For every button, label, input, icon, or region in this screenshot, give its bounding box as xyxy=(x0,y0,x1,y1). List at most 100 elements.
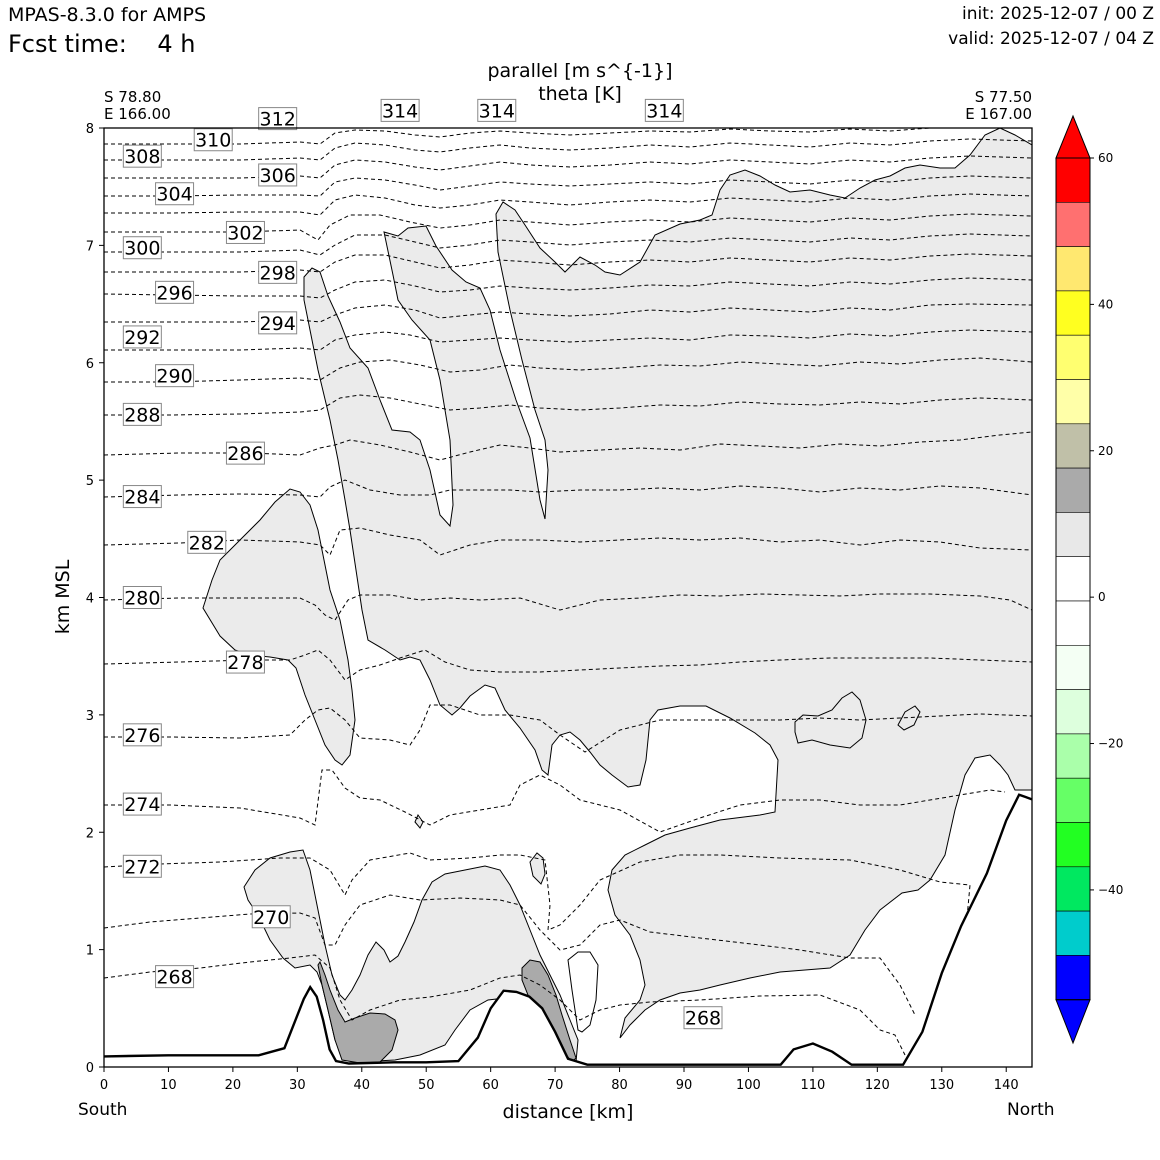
theta-label-box xyxy=(155,182,195,206)
colorbar-segment xyxy=(1055,910,1091,956)
theta-label-text: 298 xyxy=(260,262,296,284)
y-axis: 0 1 2 3 4 5 6 7 8 xyxy=(86,122,104,1076)
theta-label-text: 286 xyxy=(227,443,263,465)
theta-label-text: 304 xyxy=(156,184,192,206)
theta-label-text: 314 xyxy=(479,100,515,122)
x-tick-label: 0 xyxy=(100,1078,108,1093)
theta-280 xyxy=(104,593,1032,621)
theta-label-box xyxy=(683,1006,723,1030)
y-tick-label: 6 xyxy=(86,357,94,372)
theta-label-text: 270 xyxy=(253,907,289,929)
x-tick-label: 20 xyxy=(225,1078,242,1093)
theta-label: 278 xyxy=(225,650,265,674)
theta-label: 290 xyxy=(155,364,195,388)
theta-label-box xyxy=(258,260,298,284)
theta-label: 314 xyxy=(380,98,420,122)
x-tick-label: 100 xyxy=(736,1078,761,1093)
colorbar-segment xyxy=(1055,512,1091,558)
north-label: North xyxy=(1007,1100,1055,1120)
x-tick-label: 120 xyxy=(865,1078,890,1093)
shaded-region-left xyxy=(202,488,356,766)
theta-288 xyxy=(104,394,1032,416)
colorbar-segment xyxy=(1055,777,1091,823)
colorbar-segment xyxy=(1055,334,1091,380)
theta-label-box xyxy=(155,364,195,388)
theta-label-box xyxy=(258,163,298,187)
colorbar-segment xyxy=(1055,866,1091,912)
theta-284 xyxy=(104,479,1032,498)
colorbar-segment xyxy=(1055,556,1091,602)
theta-label: 296 xyxy=(155,280,195,304)
theta-label-text: 306 xyxy=(260,165,296,187)
theta-label-box xyxy=(258,311,298,335)
theta-contours xyxy=(104,128,1032,1056)
chart-title-line1: parallel [m s^{-1}] xyxy=(487,60,673,82)
x-tick-label: 110 xyxy=(800,1078,825,1093)
theta-label-text: 282 xyxy=(189,532,225,554)
x-tick-label: 140 xyxy=(994,1078,1019,1093)
x-tick-label: 50 xyxy=(418,1078,435,1093)
theta-label: 302 xyxy=(225,220,265,244)
theta-label-text: 292 xyxy=(124,327,160,349)
colorbar: 60 40 20 0 −20 −40 xyxy=(1055,114,1123,1045)
theta-276 xyxy=(104,704,1032,753)
colorbar-tick-label: 40 xyxy=(1098,297,1113,311)
theta-label-box xyxy=(251,905,291,929)
y-tick-label: 1 xyxy=(86,944,94,959)
theta-312 xyxy=(104,128,1032,145)
theta-292 xyxy=(104,329,1032,351)
colorbar-segment xyxy=(1055,246,1091,292)
y-tick-label: 8 xyxy=(86,122,94,137)
theta-label: 306 xyxy=(258,163,298,187)
theta-label: 280 xyxy=(122,586,162,610)
x-axis: 0 10 20 30 40 50 60 70 80 90 100 110 120 130 140 xyxy=(100,1067,1019,1093)
y-tick-label: 0 xyxy=(86,1061,94,1076)
colorbar-segment xyxy=(1055,822,1091,868)
shaded-cell-3 xyxy=(529,852,546,885)
theta-label-box xyxy=(155,280,195,304)
theta-label-box xyxy=(644,98,684,122)
init-time: init: 2025-12-07 / 00 Z xyxy=(961,4,1154,24)
colorbar-segment xyxy=(1055,423,1091,469)
theta-label: 268 xyxy=(683,1006,723,1030)
shaded-regions xyxy=(202,128,1032,1064)
y-tick-label: 3 xyxy=(86,709,94,724)
theta-label-box xyxy=(155,965,195,989)
theta-label-box xyxy=(477,98,517,122)
theta-310 xyxy=(104,138,1032,161)
colorbar-tick-label: 60 xyxy=(1098,151,1113,165)
theta-274 xyxy=(104,769,1006,833)
x-tick-label: 80 xyxy=(611,1078,628,1093)
theta-label: 308 xyxy=(122,144,162,168)
colorbar-segment xyxy=(1055,644,1091,690)
x-tick-label: 30 xyxy=(289,1078,306,1093)
y-tick-label: 7 xyxy=(86,239,94,254)
theta-label-box xyxy=(122,854,162,878)
theta-label: 272 xyxy=(122,854,162,878)
theta-label: 286 xyxy=(225,441,265,465)
theta-label: 312 xyxy=(258,107,298,131)
theta-label-box xyxy=(122,723,162,747)
colorbar-segment xyxy=(1055,733,1091,779)
y-tick-label: 2 xyxy=(86,826,94,841)
theta-296 xyxy=(104,277,1032,299)
theta-label-text: 274 xyxy=(124,794,160,816)
theta-label-box xyxy=(122,485,162,509)
shaded-cell-2 xyxy=(897,705,921,731)
theta-label: 268 xyxy=(155,965,195,989)
colorbar-segment xyxy=(1055,202,1091,247)
x-tick-label: 10 xyxy=(160,1078,177,1093)
shaded-cell-4 xyxy=(414,813,424,829)
colorbar-segment xyxy=(1055,600,1091,646)
colorbar-segment xyxy=(1055,379,1091,425)
y-axis-label: km MSL xyxy=(52,559,74,634)
theta-label: 314 xyxy=(477,98,517,122)
theta-label: 274 xyxy=(122,792,162,816)
theta-278 xyxy=(104,649,1032,681)
theta-286 xyxy=(104,431,1032,461)
theta-label: 284 xyxy=(122,485,162,509)
theta-label-text: 300 xyxy=(124,238,160,260)
colorbar-tick-label: −40 xyxy=(1098,883,1123,897)
end-lat: S 77.50 xyxy=(974,88,1032,106)
terrain-fill xyxy=(104,794,1032,1067)
